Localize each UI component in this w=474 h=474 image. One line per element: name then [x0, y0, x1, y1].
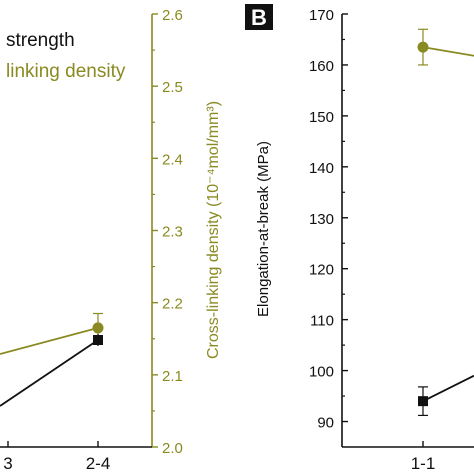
right-y-tick-label: 140	[309, 160, 334, 177]
left-y-axis-label: Cross-linking density (10⁻⁴mol/mm³)	[205, 101, 222, 359]
left-y-tick-label: 2.3	[162, 224, 183, 241]
left-marks	[0, 312, 104, 407]
panel-label-b: B	[251, 5, 267, 30]
legend-entry-linking-density: linking density	[6, 61, 126, 82]
density-point	[92, 322, 104, 334]
legend-entry-strength: strength	[6, 30, 75, 51]
left-y-tick-label: 2.4	[162, 151, 183, 168]
right-y-tick-label: 150	[309, 109, 334, 126]
left-y-tick-label: 2.0	[162, 440, 183, 457]
right-panel-badge	[245, 4, 273, 30]
left-x-tick-label: 2-4	[86, 454, 111, 473]
left-panel: strength linking density 2.0 2.1 2.2 2.3 2.4…	[0, 7, 222, 473]
right-x-tick-label: 1-1	[411, 454, 436, 473]
right-y-tick-label: 100	[309, 364, 334, 381]
left-x-tick-label: 3	[3, 454, 12, 473]
elongation-olive-point	[417, 41, 429, 53]
right-y-tick-label: 170	[309, 7, 334, 24]
left-y-tick-label: 2.1	[162, 368, 183, 385]
right-x-ticks: 1-1	[411, 441, 436, 473]
left-y-tick-label: 2.5	[162, 79, 183, 96]
right-y-ticks: 90 100 110 120 130 140 150 160 170	[309, 7, 348, 432]
left-y-tick-label: 2.2	[162, 296, 183, 313]
strength-line	[0, 339, 99, 407]
elongation-black-point	[418, 396, 428, 407]
right-y-tick-label: 130	[309, 211, 334, 228]
right-y-axis-label: Elongation-at-break (MPa)	[255, 141, 272, 317]
elongation-olive-line	[422, 46, 474, 57]
elongation-black-line	[422, 374, 474, 402]
left-y-tick-label: 2.6	[162, 7, 183, 24]
right-y-tick-label: 160	[309, 58, 334, 75]
right-y-tick-label: 90	[317, 415, 334, 432]
right-y-tick-label: 110	[310, 313, 334, 330]
left-x-ticks: 3 2-4	[3, 441, 110, 473]
strength-point	[93, 335, 103, 345]
right-y-tick-label: 120	[309, 262, 334, 279]
left-y-ticks: 2.0 2.1 2.2 2.3 2.4 2.5 2.6	[152, 7, 183, 457]
right-marks	[417, 28, 474, 417]
density-line	[0, 327, 99, 355]
right-panel: B 90 100 110 120 130 140 150 160 170 1-1 Elongat…	[245, 4, 474, 473]
